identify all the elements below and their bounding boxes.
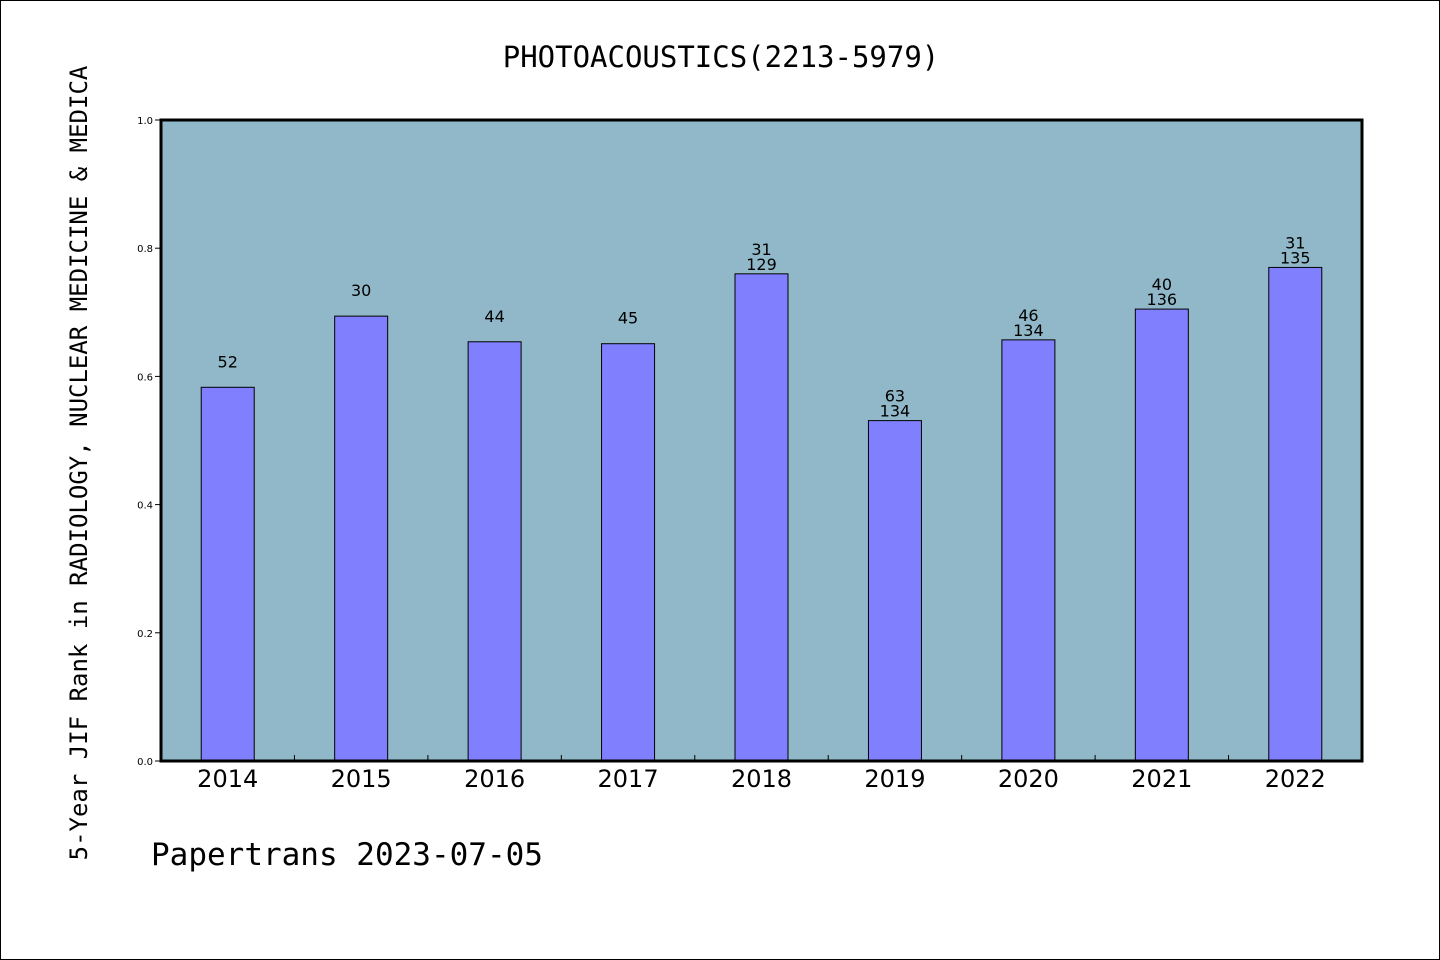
bar-2018 xyxy=(734,273,789,762)
bar-2019 xyxy=(867,420,922,762)
bar-label-rank: 63 xyxy=(885,387,905,406)
bar-label-rank: 31 xyxy=(1285,233,1305,252)
x-tick-label: 2016 xyxy=(464,765,525,793)
y-tick-label: 0.8 xyxy=(137,244,153,255)
bar-2022 xyxy=(1268,266,1323,762)
bar-2017 xyxy=(601,343,656,762)
bar-label-total: 129 xyxy=(746,255,777,274)
bar-label-total: 135 xyxy=(1280,248,1311,267)
x-tick-label: 2017 xyxy=(598,765,659,793)
y-tick-label: 1.0 xyxy=(137,116,153,127)
bar-label-total: 136 xyxy=(1147,290,1178,309)
chart-title: PHOTOACOUSTICS(2213-5979) xyxy=(503,40,940,74)
x-tick-label: 2020 xyxy=(998,765,1059,793)
bar-2015 xyxy=(334,315,389,762)
x-tick-label: 2019 xyxy=(864,765,925,793)
y-tick-label: 0.6 xyxy=(137,372,153,383)
x-tick-label: 2014 xyxy=(197,765,258,793)
footer-text: Papertrans 2023-07-05 xyxy=(151,837,543,873)
bar-label-rank: 40 xyxy=(1152,275,1172,294)
bar-label-rank: 30 xyxy=(351,281,371,300)
x-tick-label: 2022 xyxy=(1265,765,1326,793)
y-tick-label: 0.0 xyxy=(137,757,153,768)
y-axis-label: 5-Year JIF Rank in RADIOLOGY, NUCLEAR ME… xyxy=(65,65,93,860)
bar-label-rank: 31 xyxy=(751,240,771,259)
x-tick-label: 2015 xyxy=(331,765,392,793)
x-tick-label: 2018 xyxy=(731,765,792,793)
y-axis-ticks: 0.0 0.2 0.4 0.6 0.8 1.0 xyxy=(137,116,161,768)
x-axis-ticks: 2014 2015 2016 2017 2018 2019 2020 2021 2022 xyxy=(197,755,1326,793)
bar-label-rank: 46 xyxy=(1018,306,1038,325)
bar-2016 xyxy=(467,341,522,762)
bar-label-rank: 45 xyxy=(618,309,638,328)
bar-label-rank: 44 xyxy=(484,307,504,326)
bar-label-total: 134 xyxy=(1013,321,1044,340)
y-tick-label: 0.4 xyxy=(137,501,153,512)
bar-2020 xyxy=(1001,339,1056,762)
y-tick-label: 0.2 xyxy=(137,629,153,640)
plot-border xyxy=(159,118,1364,763)
bar-label-rank: 52 xyxy=(218,352,238,371)
bar-2014 xyxy=(200,386,255,762)
x-tick-label: 2021 xyxy=(1131,765,1192,793)
bars-group xyxy=(200,266,1323,762)
bar-label-total: 134 xyxy=(880,402,911,421)
bar-2021 xyxy=(1134,308,1189,762)
